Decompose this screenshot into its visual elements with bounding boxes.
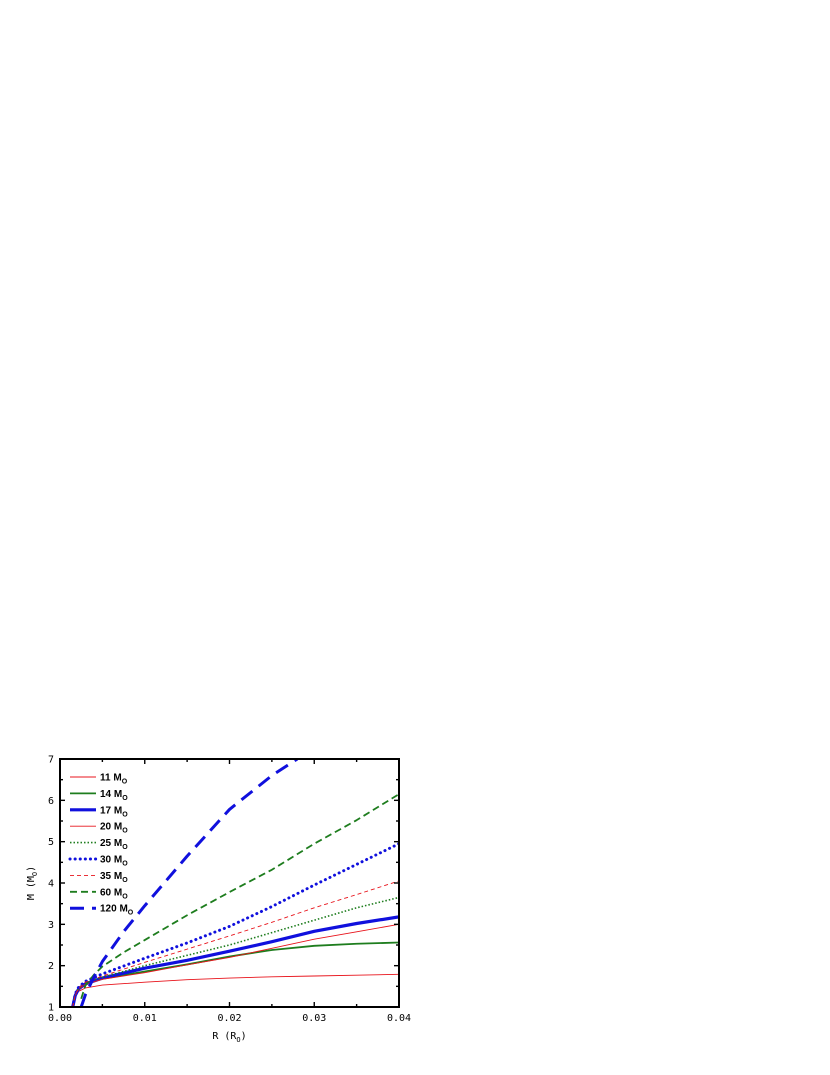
y-tick-label: 7	[48, 755, 54, 766]
legend: 11 MO 14 MO 17 MO 20 MO 25 MO 30 MO 35 MO 60 MO…	[68, 773, 134, 917]
legend-label-8: 120 MO	[100, 904, 134, 917]
series-line-8	[79, 759, 299, 1007]
legend-label-6: 35 MO	[100, 871, 128, 884]
series-line-5	[71, 842, 399, 1007]
series-line-3	[72, 923, 399, 1007]
x-tick-label: 0.03	[302, 1013, 326, 1024]
x-tick-label: 0.02	[217, 1013, 241, 1024]
series-line-2	[71, 915, 399, 1007]
series-line-4	[71, 896, 399, 1007]
legend-label-4: 25 MO	[100, 838, 128, 851]
x-tick-label: 0.01	[133, 1013, 157, 1024]
y-tick-label: 1	[48, 1003, 54, 1014]
y-axis-label: M (MO)	[26, 866, 39, 900]
y-tick-label: 2	[48, 961, 54, 972]
series-line-6	[72, 880, 399, 1007]
series-line-0	[72, 973, 399, 1007]
series-layer	[71, 759, 399, 1007]
legend-label-0: 11 MO	[100, 773, 128, 786]
legend-label-1: 14 MO	[100, 789, 128, 802]
legend-label-5: 30 MO	[100, 855, 128, 868]
y-tick-label: 4	[48, 879, 54, 890]
legend-label-2: 17 MO	[100, 805, 128, 818]
x-tick-label: 0.00	[48, 1013, 72, 1024]
y-tick-label: 6	[48, 796, 54, 807]
series-line-7	[80, 793, 399, 1000]
legend-label-3: 20 MO	[100, 822, 128, 835]
x-tick-label: 0.04	[387, 1013, 411, 1024]
ticks-layer: 0.00 0.01 0.02 0.03 0.04 1 2 3 4 5 6 7	[48, 755, 411, 1025]
y-tick-label: 5	[48, 837, 54, 848]
y-tick-label: 3	[48, 920, 54, 931]
legend-label-7: 60 MO	[100, 887, 128, 900]
x-axis-label: R (RO)	[212, 1031, 246, 1044]
